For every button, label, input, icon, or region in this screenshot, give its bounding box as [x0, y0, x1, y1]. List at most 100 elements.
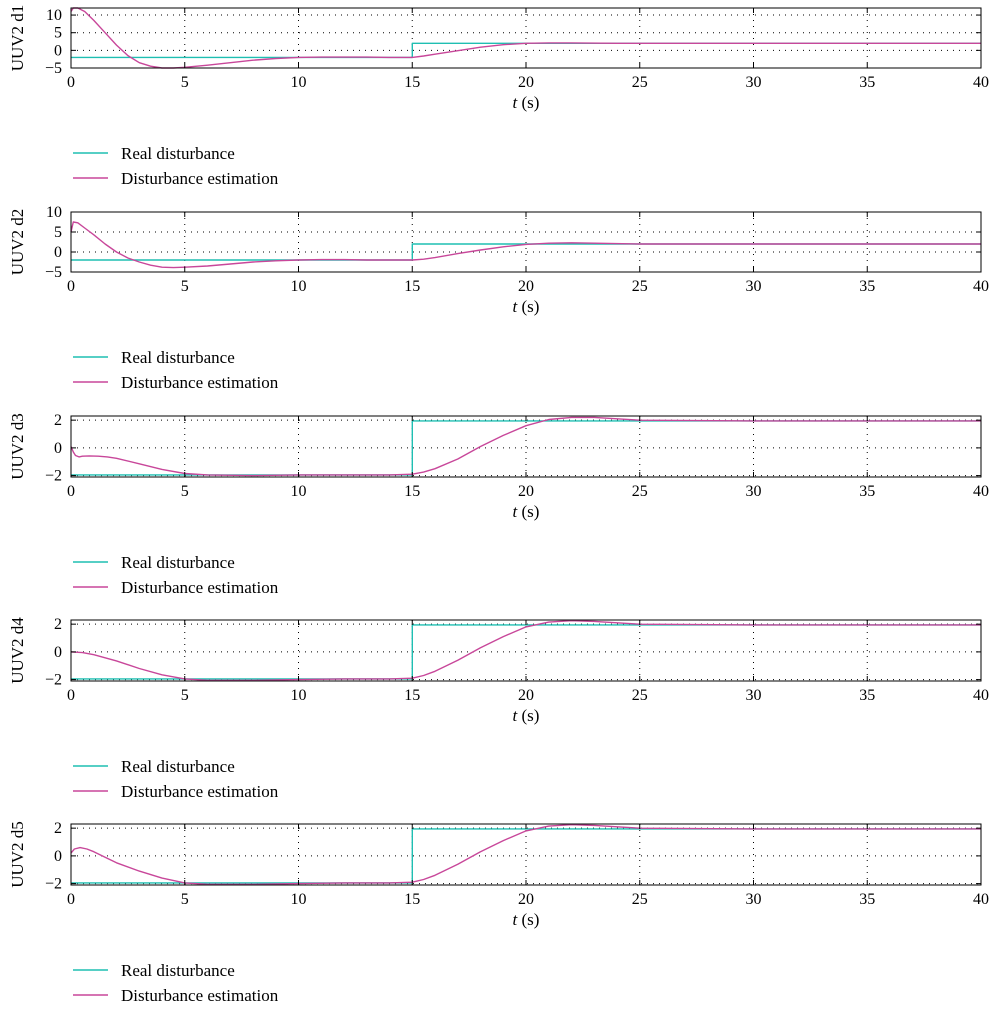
series-line-disturbance-estimation [70, 7, 981, 69]
x-tick-label: 25 [632, 74, 648, 91]
legend-label-disturbance-estimation: Disturbance estimation [121, 986, 279, 1005]
x-tick-label: 10 [291, 483, 307, 500]
y-tick-label: 2 [54, 412, 62, 429]
x-axis-unit: (s) [517, 706, 539, 725]
x-axis-variable: t [513, 93, 519, 112]
x-tick-label: 25 [632, 278, 648, 295]
x-tick-label: 15 [404, 483, 420, 500]
x-tick-label: 20 [518, 74, 534, 91]
y-axis-label: UUV2 d1 [8, 5, 27, 72]
y-tick-label: 2 [54, 616, 62, 633]
series-line-disturbance-estimation [70, 416, 981, 477]
legend: Real disturbance Disturbance estimation [73, 348, 279, 392]
y-tick-label: 2 [54, 820, 62, 837]
legend-label-disturbance-estimation: Disturbance estimation [121, 373, 279, 392]
x-tick-label: 30 [746, 483, 762, 500]
x-tick-label: 0 [67, 483, 75, 500]
y-tick-label: 0 [54, 848, 62, 865]
legend-label-disturbance-estimation: Disturbance estimation [121, 578, 279, 597]
x-tick-label: 0 [67, 278, 75, 295]
y-tick-label: 0 [54, 42, 62, 59]
x-axis-variable: t [513, 706, 519, 725]
x-tick-label: 5 [181, 278, 189, 295]
legend: Real disturbance Disturbance estimation [73, 144, 279, 188]
x-axis-unit: (s) [517, 910, 539, 929]
y-tick-label: 5 [54, 25, 62, 42]
x-axis-variable: t [513, 502, 519, 521]
y-axis-label: UUV2 d2 [8, 209, 27, 276]
x-tick-label: 30 [746, 278, 762, 295]
legend: Real disturbance Disturbance estimation [73, 757, 279, 801]
x-axis-label: t (s) [513, 910, 540, 929]
series-line-disturbance-estimation [70, 620, 981, 681]
x-tick-label: 10 [291, 891, 307, 908]
x-tick-label: 40 [973, 891, 989, 908]
x-tick-label: 5 [181, 891, 189, 908]
x-axis-unit: (s) [517, 502, 539, 521]
x-axis-label: t (s) [513, 297, 540, 316]
legend-label-real-disturbance: Real disturbance [121, 553, 235, 572]
x-tick-label: 35 [859, 74, 875, 91]
y-axis-label: UUV2 d4 [8, 617, 27, 684]
x-tick-label: 15 [404, 891, 420, 908]
legend-label-disturbance-estimation: Disturbance estimation [121, 169, 279, 188]
x-tick-label: 35 [859, 278, 875, 295]
y-tick-label: −2 [45, 672, 62, 689]
x-tick-label: 10 [291, 74, 307, 91]
x-axis-variable: t [513, 297, 519, 316]
x-tick-label: 15 [404, 278, 420, 295]
x-tick-label: 20 [518, 891, 534, 908]
y-axis-label: UUV2 d5 [8, 821, 27, 888]
x-axis-label: t (s) [513, 93, 540, 112]
x-axis-variable: t [513, 910, 519, 929]
x-tick-label: 30 [746, 687, 762, 704]
series-line-disturbance-estimation [70, 221, 981, 269]
legend-label-real-disturbance: Real disturbance [121, 348, 235, 367]
legend: Real disturbance Disturbance estimation [73, 961, 279, 1005]
grid [71, 824, 981, 885]
y-tick-label: 0 [54, 244, 62, 261]
legend-label-real-disturbance: Real disturbance [121, 757, 235, 776]
x-tick-label: 25 [632, 891, 648, 908]
y-tick-label: −2 [45, 468, 62, 485]
x-tick-label: 15 [404, 687, 420, 704]
legend-label-real-disturbance: Real disturbance [121, 144, 235, 163]
x-tick-label: 25 [632, 687, 648, 704]
legend-label-disturbance-estimation: Disturbance estimation [121, 782, 279, 801]
x-tick-label: 20 [518, 687, 534, 704]
x-tick-label: 30 [746, 891, 762, 908]
x-tick-label: 10 [291, 278, 307, 295]
series-line-real-disturbance [71, 243, 981, 261]
x-tick-label: 0 [67, 891, 75, 908]
x-axis-unit: (s) [517, 297, 539, 316]
y-tick-label: 10 [46, 7, 62, 24]
x-tick-label: 20 [518, 278, 534, 295]
x-axis-label: t (s) [513, 706, 540, 725]
x-tick-label: 5 [181, 687, 189, 704]
x-axis-label: t (s) [513, 502, 540, 521]
y-axis-label: UUV2 d3 [8, 413, 27, 480]
x-tick-label: 35 [859, 687, 875, 704]
x-tick-label: 5 [181, 74, 189, 91]
grid [71, 8, 981, 68]
x-tick-label: 0 [67, 687, 75, 704]
x-tick-label: 20 [518, 483, 534, 500]
y-tick-label: 0 [54, 440, 62, 457]
x-tick-label: 40 [973, 687, 989, 704]
x-tick-label: 15 [404, 74, 420, 91]
x-tick-label: 35 [859, 483, 875, 500]
y-tick-label: −2 [45, 876, 62, 893]
chart-panel-2: 0 5 10 15 20 25 30 35 40 10 5 0 −5 UUV2 d2 t (s) Real d… [8, 204, 989, 392]
y-tick-label: 5 [54, 224, 62, 241]
x-tick-label: 10 [291, 687, 307, 704]
series-line-disturbance-estimation [70, 824, 981, 885]
grid [71, 212, 981, 272]
y-tick-label: −5 [45, 264, 62, 281]
legend: Real disturbance Disturbance estimation [73, 553, 279, 597]
x-tick-label: 30 [746, 74, 762, 91]
